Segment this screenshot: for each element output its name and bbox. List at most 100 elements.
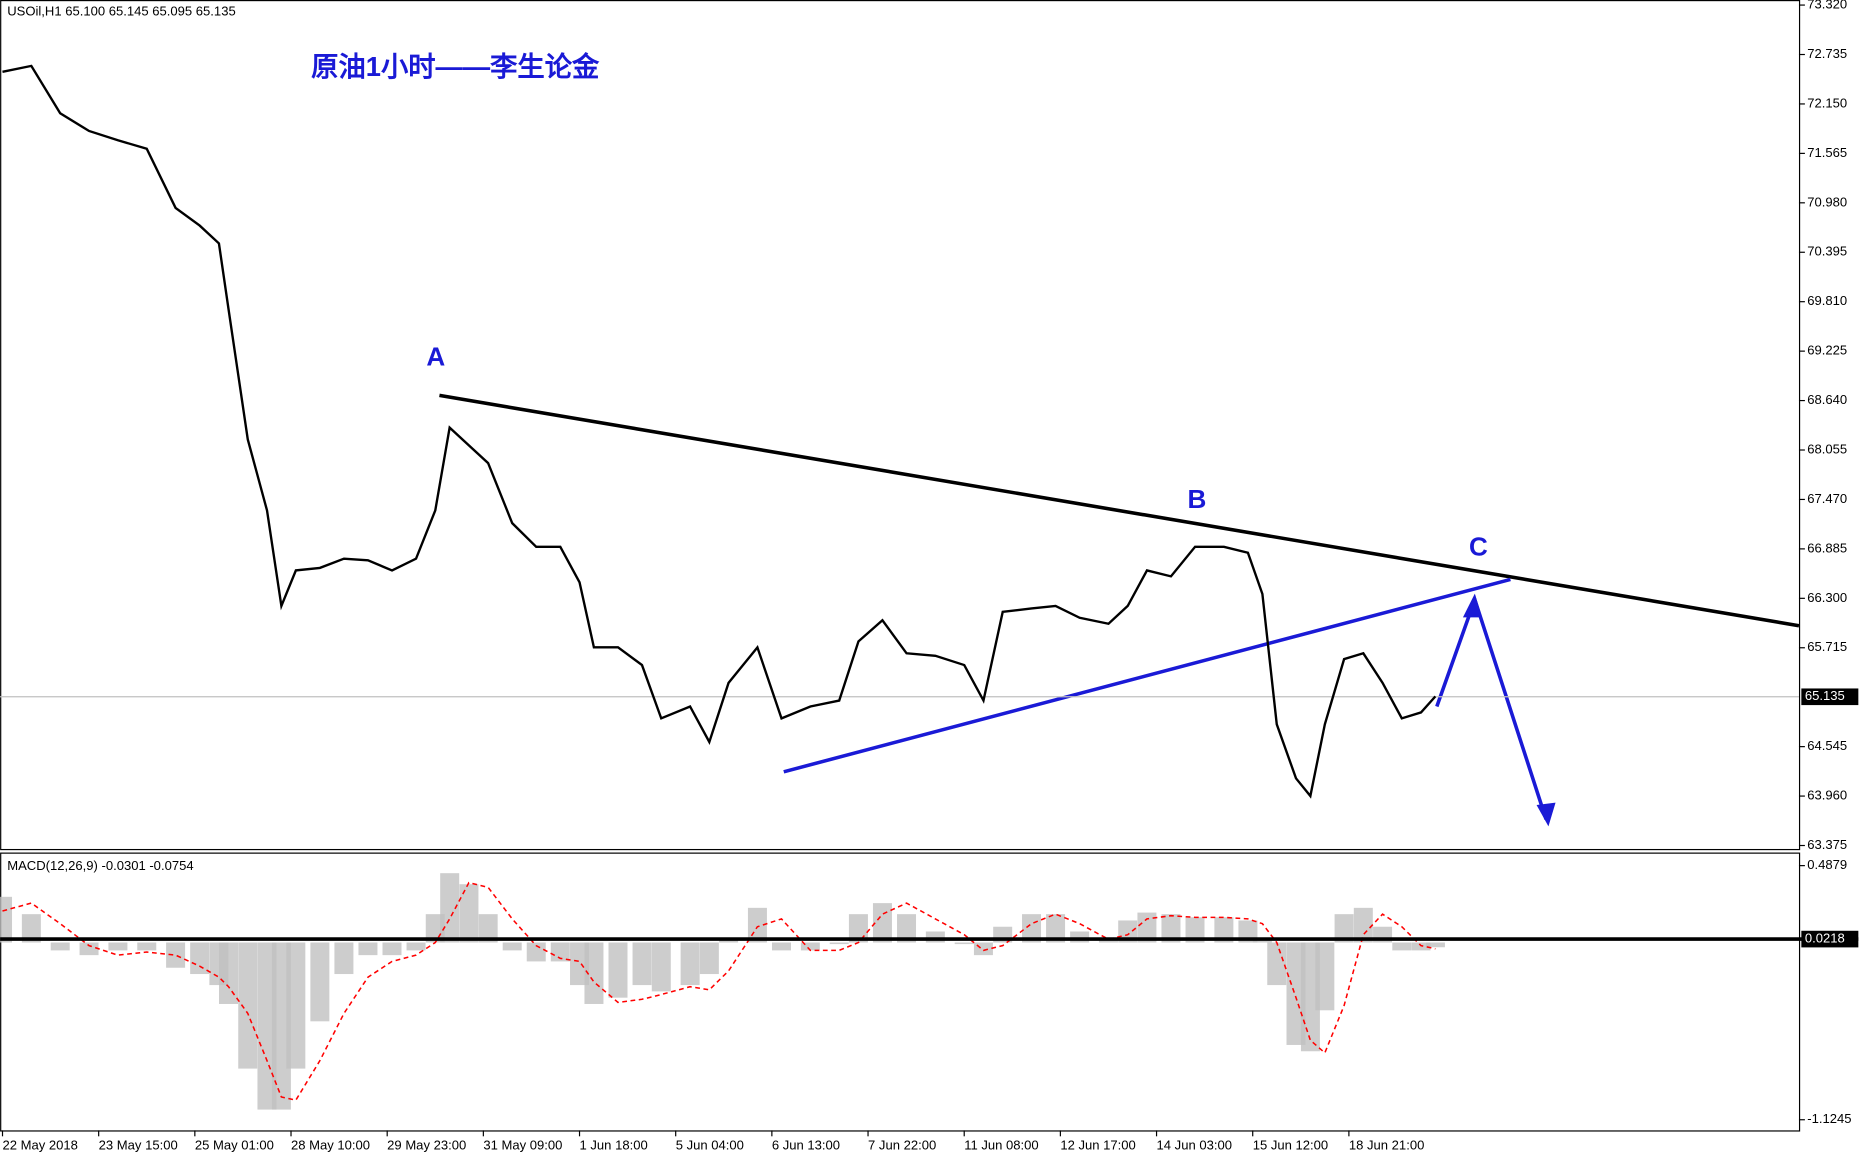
x-tick-label: 23 May 15:00	[99, 1137, 178, 1152]
y-tick-label: 63.960	[1807, 788, 1847, 803]
macd-bar	[310, 942, 330, 1022]
macd-bar	[440, 873, 460, 943]
macd-bar	[1185, 917, 1205, 943]
y-tick-label: 72.735	[1807, 46, 1847, 61]
macd-bar	[800, 942, 820, 951]
wave-label: C	[1469, 531, 1488, 561]
macd-bar	[1267, 942, 1287, 986]
macd-bar	[1238, 920, 1258, 943]
y-tick-label: 68.640	[1807, 392, 1847, 407]
macd-bar	[1425, 942, 1445, 948]
x-tick-label: 7 Jun 22:00	[868, 1137, 936, 1152]
macd-bar	[526, 942, 546, 962]
macd-bar	[219, 942, 239, 1004]
macd-bar	[21, 914, 41, 943]
x-tick-label: 18 Jun 21:00	[1349, 1137, 1424, 1152]
macd-bar	[848, 914, 868, 943]
y-tick-label: 66.885	[1807, 540, 1847, 555]
y-tick-label: 69.225	[1807, 343, 1847, 358]
y-tick-label: 63.375	[1807, 837, 1847, 852]
arrow-head	[1462, 593, 1482, 618]
macd-bar	[1315, 942, 1335, 1011]
x-tick-label: 5 Jun 04:00	[676, 1137, 744, 1152]
macd-bar	[829, 942, 849, 945]
y-tick-label: 72.150	[1807, 95, 1847, 110]
y-tick-label: 73.320	[1807, 0, 1847, 12]
macd-bar	[108, 942, 128, 951]
y-tick-label: 64.545	[1807, 738, 1847, 753]
macd-bar	[771, 942, 791, 951]
macd-bar	[166, 942, 186, 968]
arrow-head	[1536, 802, 1556, 827]
y-tick-label: 68.055	[1807, 441, 1847, 456]
signal-line	[2, 881, 1436, 1101]
macd-bar	[406, 942, 426, 951]
x-tick-label: 28 May 10:00	[291, 1137, 370, 1152]
wave-label: A	[426, 341, 445, 371]
macd-header: MACD(12,26,9) -0.0301 -0.0754	[7, 858, 193, 873]
y-tick-label: 71.565	[1807, 145, 1847, 160]
x-tick-label: 1 Jun 18:00	[580, 1137, 648, 1152]
macd-bar	[1118, 920, 1138, 943]
macd-bar	[358, 942, 378, 956]
macd-bar	[925, 931, 945, 943]
last-price-box	[1801, 688, 1859, 706]
wave-label: B	[1188, 484, 1207, 514]
macd-bar	[872, 903, 892, 943]
macd-bar	[1300, 942, 1320, 1052]
macd-bar	[632, 942, 652, 986]
macd-bar	[50, 942, 70, 951]
macd-bar	[1046, 914, 1066, 943]
macd-bar	[334, 942, 354, 975]
y-tick-label: 66.300	[1807, 590, 1847, 605]
price-header: USOil,H1 65.100 65.145 65.095 65.135	[7, 3, 236, 18]
macd-bar	[0, 896, 13, 943]
price-line	[2, 64, 1437, 799]
last-price-label: 65.135	[1805, 688, 1845, 703]
macd-bar	[1137, 912, 1157, 943]
macd-bar	[1214, 917, 1234, 943]
macd-bar	[190, 942, 210, 975]
x-tick-label: 22 May 2018	[3, 1137, 78, 1152]
resistance-line	[439, 393, 1800, 628]
macd-bar	[954, 942, 974, 945]
macd-bar	[1411, 942, 1431, 951]
macd-bar	[680, 942, 700, 986]
macd-bar	[1286, 942, 1306, 1045]
y-tick-label: 70.395	[1807, 244, 1847, 259]
macd-bar	[584, 942, 604, 1004]
price-panel	[0, 0, 1801, 851]
macd-bar	[79, 942, 99, 956]
x-tick-label: 11 Jun 08:00	[964, 1137, 1038, 1152]
chart-title: 原油1小时——李生论金	[311, 51, 600, 82]
y-tick-label: 67.470	[1807, 491, 1847, 506]
macd-bar	[1334, 914, 1354, 943]
macd-bar	[478, 914, 498, 943]
x-tick-label: 29 May 23:00	[387, 1137, 466, 1152]
macd-bar	[257, 942, 277, 1110]
macd-bar	[973, 942, 993, 956]
x-tick-label: 12 Jun 17:00	[1060, 1137, 1135, 1152]
current-box	[1801, 930, 1859, 948]
macd-bar	[238, 942, 258, 1069]
macd-bar	[1392, 942, 1412, 951]
macd-bar	[1161, 914, 1181, 943]
macd-bar	[651, 942, 671, 992]
macd-bar	[286, 942, 306, 1069]
x-tick-label: 15 Jun 12:00	[1253, 1137, 1328, 1152]
macd-bar	[897, 914, 917, 943]
current-label: 0.0218	[1805, 931, 1845, 946]
x-tick-label: 14 Jun 03:00	[1157, 1137, 1232, 1152]
macd-bar	[550, 942, 570, 962]
macd-bar	[1070, 931, 1090, 943]
y-tick-label: 70.980	[1807, 194, 1847, 209]
macd-bar	[699, 942, 719, 975]
x-tick-label: 25 May 01:00	[195, 1137, 274, 1152]
y-tick-label: 65.715	[1807, 639, 1847, 654]
macd-bar	[1353, 907, 1373, 943]
macd-bar	[459, 884, 479, 943]
x-tick-label: 31 May 09:00	[483, 1137, 562, 1152]
y-tick-label: 69.810	[1807, 293, 1847, 308]
